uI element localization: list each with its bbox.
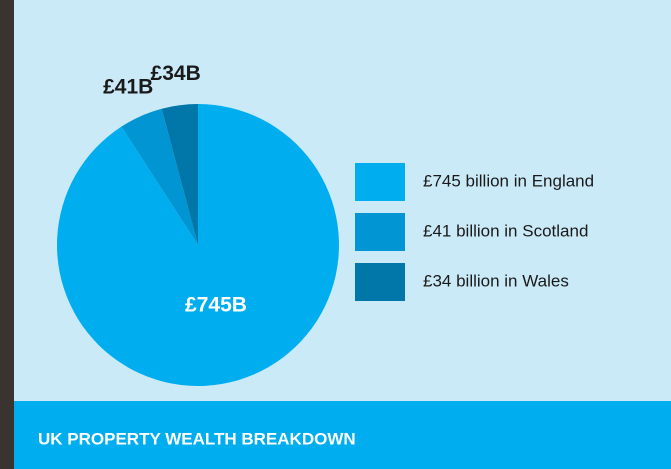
legend-label: £34 billion in Wales [423, 271, 569, 290]
legend-swatch [355, 213, 405, 251]
pie-slice [121, 108, 198, 245]
footer-bar [14, 401, 671, 469]
legend-swatch [355, 263, 405, 301]
data-label: £41B [103, 75, 153, 98]
legend-label: £41 billion in Scotland [423, 221, 588, 240]
legend-label: £745 billion in England [423, 171, 594, 190]
legend-swatch [355, 163, 405, 201]
pie-slice [161, 104, 198, 245]
chart-title: UK PROPERTY WEALTH BREAKDOWN [38, 429, 356, 448]
data-label: £745B [185, 293, 247, 316]
data-label: £34B [151, 62, 201, 85]
